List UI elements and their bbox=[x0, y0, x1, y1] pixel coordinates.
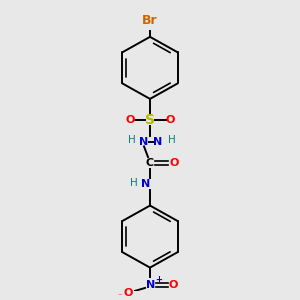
Text: O: O bbox=[165, 115, 175, 125]
Text: N: N bbox=[141, 179, 151, 189]
Text: O: O bbox=[125, 115, 135, 125]
Text: ⁻: ⁻ bbox=[118, 292, 122, 300]
Text: O: O bbox=[168, 280, 178, 290]
Text: N: N bbox=[140, 136, 148, 147]
Text: H: H bbox=[130, 178, 138, 188]
Text: C: C bbox=[146, 158, 154, 168]
Text: +: + bbox=[155, 275, 163, 284]
Text: N: N bbox=[153, 136, 163, 147]
Text: Br: Br bbox=[142, 14, 158, 27]
Text: S: S bbox=[145, 113, 155, 127]
Text: O: O bbox=[123, 288, 133, 298]
Text: N: N bbox=[146, 280, 156, 290]
Text: O: O bbox=[169, 158, 179, 168]
Text: H: H bbox=[168, 135, 176, 145]
Text: H: H bbox=[128, 135, 136, 145]
